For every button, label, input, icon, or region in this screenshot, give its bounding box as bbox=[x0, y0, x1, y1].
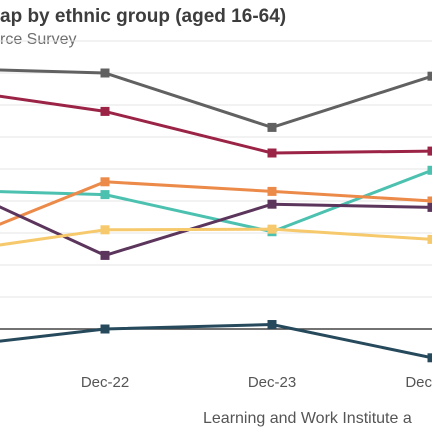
series-line-4 bbox=[0, 180, 432, 226]
x-tick-label: Dec bbox=[405, 374, 432, 391]
series-line-6 bbox=[0, 227, 432, 247]
series-5-point bbox=[427, 202, 432, 212]
series-5-point bbox=[267, 199, 277, 209]
series-1-point bbox=[427, 71, 432, 81]
series-3-point bbox=[100, 190, 110, 200]
series-1-point bbox=[100, 68, 110, 78]
series-7-point bbox=[427, 353, 432, 363]
series-7-point bbox=[267, 320, 277, 330]
x-axis-ticks: Dec-22 Dec-23 Dec bbox=[81, 374, 432, 391]
series-6-point bbox=[427, 234, 432, 244]
series-2-point bbox=[427, 146, 432, 156]
chart-subtitle: rce Survey bbox=[0, 31, 77, 48]
series-6-point bbox=[267, 224, 277, 234]
series-5-point bbox=[100, 250, 110, 260]
series-line-3 bbox=[0, 168, 432, 234]
chart-title: ap by ethnic group (aged 16-64) bbox=[0, 6, 287, 27]
series-4-point bbox=[267, 186, 277, 196]
series-lines bbox=[0, 68, 432, 360]
series-4-point bbox=[100, 177, 110, 187]
x-tick-label: Dec-23 bbox=[248, 374, 296, 391]
series-6-point bbox=[100, 225, 110, 235]
series-line-2 bbox=[0, 94, 432, 155]
series-4-point bbox=[427, 196, 432, 206]
source-note: Learning and Work Institute a bbox=[203, 410, 412, 427]
series-7-point bbox=[100, 324, 110, 334]
series-markers bbox=[100, 68, 432, 363]
series-2-point bbox=[267, 148, 277, 158]
series-1-point bbox=[267, 122, 277, 132]
series-line-1 bbox=[0, 68, 432, 129]
series-3-point bbox=[427, 165, 432, 175]
series-2-point bbox=[100, 106, 110, 116]
series-line-7 bbox=[0, 323, 432, 360]
x-tick-label: Dec-22 bbox=[81, 374, 129, 391]
gridlines bbox=[0, 40, 432, 298]
